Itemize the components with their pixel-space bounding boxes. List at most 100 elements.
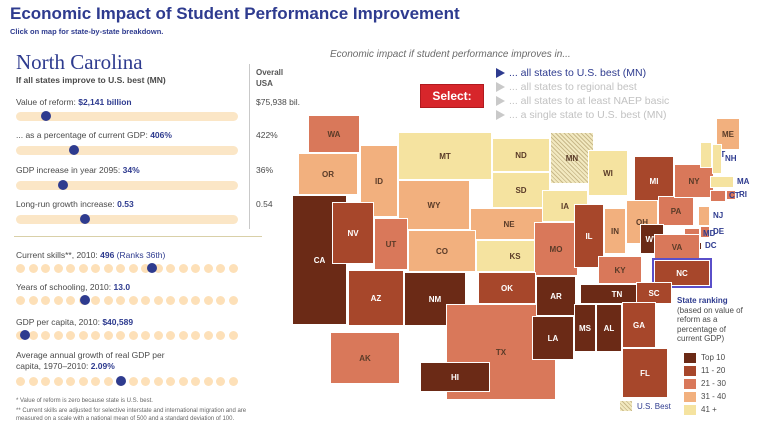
state-vt[interactable] — [700, 142, 712, 168]
track-bead — [191, 264, 200, 273]
skill-bar — [16, 376, 238, 386]
arrow-icon — [496, 82, 505, 93]
metric-marker — [41, 111, 51, 121]
track-bead — [103, 264, 113, 273]
arrow-icon — [496, 96, 505, 107]
skill-schooling: Years of schooling, 2010: 13.0 — [16, 282, 131, 292]
state-nh[interactable] — [712, 144, 722, 174]
track-bead — [116, 264, 125, 273]
track-bead — [41, 296, 50, 305]
track-bead — [103, 331, 113, 340]
state-pa[interactable]: PA — [658, 196, 694, 226]
state-ma[interactable] — [710, 176, 734, 188]
usa-gdp-increase: 36% — [256, 165, 274, 175]
legend-swatch — [684, 366, 696, 376]
state-nd[interactable]: ND — [492, 138, 550, 172]
metric-gdp-increase: GDP increase in year 2095: 34% — [16, 165, 140, 175]
track-bead — [216, 331, 225, 340]
state-ms[interactable]: MS — [574, 304, 596, 352]
skill-marker — [147, 263, 157, 273]
state-wy[interactable]: WY — [398, 180, 470, 230]
state-de[interactable] — [700, 226, 710, 238]
track-bead — [128, 296, 138, 305]
select-button[interactable]: Select: — [420, 84, 484, 108]
skill-bar — [16, 295, 238, 305]
track-bead — [66, 264, 75, 273]
option-regional-best[interactable]: ... all states to regional best — [496, 81, 637, 93]
footnote-3: measured on a scale with a national mean… — [16, 416, 235, 422]
usa-value-of-reform: $75,938 bil. — [256, 97, 300, 107]
track-bead — [166, 264, 175, 273]
state-az[interactable]: AZ — [348, 270, 404, 326]
state-mn[interactable]: MN — [550, 132, 594, 184]
state-label-dc: DC — [705, 241, 717, 250]
track-bead — [41, 264, 50, 273]
state-in[interactable]: IN — [604, 208, 626, 254]
track-bead — [228, 264, 238, 273]
state-label-md: MD — [703, 229, 716, 238]
overall-usa-header: Overall USA — [256, 68, 284, 88]
state-label-ma: MA — [737, 177, 750, 186]
track-bead — [66, 377, 75, 386]
track-bead — [91, 331, 100, 340]
track-bead — [116, 331, 125, 340]
state-label-nj: NJ — [713, 211, 724, 220]
state-sc[interactable]: SC — [636, 282, 672, 304]
state-or[interactable]: OR — [298, 153, 358, 195]
state-la[interactable]: LA — [532, 316, 574, 360]
track-bead — [216, 264, 225, 273]
track-bead — [128, 377, 138, 386]
skill-marker — [80, 295, 90, 305]
track-bead — [66, 331, 75, 340]
track-bead — [78, 377, 88, 386]
footnote-2: ** Current skills are adjusted for selec… — [16, 408, 247, 414]
track-bead — [203, 331, 213, 340]
state-nc[interactable]: NC — [652, 258, 712, 288]
state-ok[interactable]: OK — [478, 272, 536, 304]
track-bead — [166, 331, 175, 340]
state-ny[interactable]: NY — [674, 164, 714, 198]
state-ut[interactable]: UT — [374, 218, 408, 270]
skill-gdp-growth: Average annual growth of real GDP per ca… — [16, 350, 165, 371]
state-ak[interactable]: AK — [330, 332, 400, 384]
state-wi[interactable]: WI — [588, 150, 628, 196]
option-all-to-us-best[interactable]: ... all states to U.S. best (MN) — [496, 67, 646, 79]
us-state-map[interactable]: WA OR ID MT WY ND SD NE MN IA WI MI CA NV UT CO KS MO IL IN… — [270, 110, 749, 410]
option-naep-basic[interactable]: ... all states to at least NAEP basic — [496, 95, 669, 107]
state-hi[interactable]: HI — [420, 362, 490, 392]
state-co[interactable]: CO — [408, 230, 476, 272]
state-ga[interactable]: GA — [622, 302, 656, 348]
state-ri[interactable] — [726, 190, 736, 200]
track-bead — [66, 296, 75, 305]
track-bead — [53, 377, 63, 386]
metric-marker — [80, 214, 90, 224]
state-tn[interactable]: TN — [580, 284, 654, 304]
skill-marker — [116, 376, 126, 386]
metric-bar — [16, 214, 238, 224]
state-al[interactable]: AL — [596, 304, 622, 352]
skill-bar — [16, 330, 238, 340]
legend-swatch — [684, 392, 696, 402]
usa-pct-gdp: 422% — [256, 130, 278, 140]
state-ky[interactable]: KY — [598, 256, 642, 284]
track-bead — [216, 377, 225, 386]
option-single-state[interactable]: ... a single state to U.S. best (MN) — [496, 109, 667, 121]
state-ar[interactable]: AR — [536, 276, 576, 316]
state-nj[interactable] — [698, 206, 710, 226]
state-fl[interactable]: FL — [622, 348, 668, 398]
state-wa[interactable]: WA — [308, 115, 360, 153]
legend-row: 41 + — [684, 405, 717, 415]
track-bead — [203, 296, 213, 305]
state-nv[interactable]: NV — [332, 202, 374, 264]
footnote-1: * Value of reform is zero because state … — [16, 398, 153, 404]
state-mt[interactable]: MT — [398, 132, 492, 180]
metric-marker — [69, 145, 79, 155]
track-bead — [103, 296, 113, 305]
us-best-label: U.S. Best — [637, 402, 671, 411]
track-bead — [53, 264, 63, 273]
state-va[interactable]: VA — [654, 234, 700, 260]
state-sd[interactable]: SD — [492, 172, 550, 208]
track-bead — [153, 296, 163, 305]
state-mo[interactable]: MO — [534, 222, 578, 276]
state-ct[interactable] — [710, 190, 726, 202]
